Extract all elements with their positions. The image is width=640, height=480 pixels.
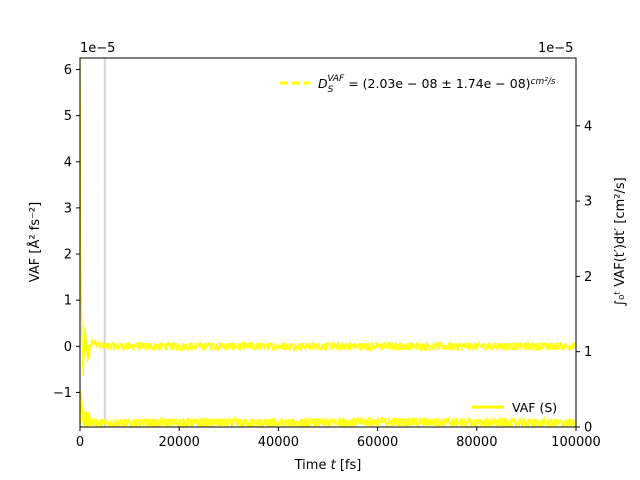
- x-axis-label: Time t [fs]: [294, 458, 362, 473]
- left-y-tick-label: −1: [53, 386, 72, 401]
- plot-frame: [79, 57, 577, 428]
- left-y-tick-label: 1: [64, 294, 72, 309]
- legend-diffusion-text: DSVAF = (2.03e − 08 ± 1.74e − 08)cm²/s: [318, 74, 556, 95]
- left-y-tick-label: 0: [64, 340, 72, 355]
- series-line-diffusion: [80, 396, 576, 427]
- right-y-tick-label: 3: [584, 195, 592, 210]
- left-y-tick-label: 4: [64, 155, 72, 170]
- x-tick-label: 60000: [357, 435, 398, 450]
- series-line-vaf: [80, 58, 576, 376]
- right-y-tick-label: 4: [584, 119, 592, 134]
- left-axis-label: VAF [Å² fs⁻²]: [27, 202, 43, 282]
- left-y-tick-label: 3: [64, 201, 72, 216]
- right-y-tick-label: 0: [584, 421, 592, 436]
- x-tick-label: 100000: [551, 435, 601, 450]
- left-y-tick-label: 6: [64, 63, 72, 78]
- x-tick-label: 80000: [456, 435, 497, 450]
- series-early-vaf: [80, 64, 91, 377]
- left-axis-offset-text: 1e−5: [80, 41, 115, 56]
- x-tick-label: 40000: [258, 435, 299, 450]
- x-tick-label: 0: [76, 435, 84, 450]
- right-axis-label: ∫₀ᵗ VAF(t′)dt′ [cm²/s]: [613, 177, 628, 306]
- legend-vaf-text: VAF (S): [512, 400, 557, 415]
- series-early-diffusion: [80, 391, 91, 427]
- right-y-tick-label: 1: [584, 345, 592, 360]
- left-y-tick-label: 5: [64, 109, 72, 124]
- right-axis-offset-text: 1e−5: [538, 41, 573, 56]
- left-y-tick-label: 2: [64, 248, 72, 263]
- x-tick-label: 20000: [159, 435, 200, 450]
- right-y-tick-label: 2: [584, 270, 592, 285]
